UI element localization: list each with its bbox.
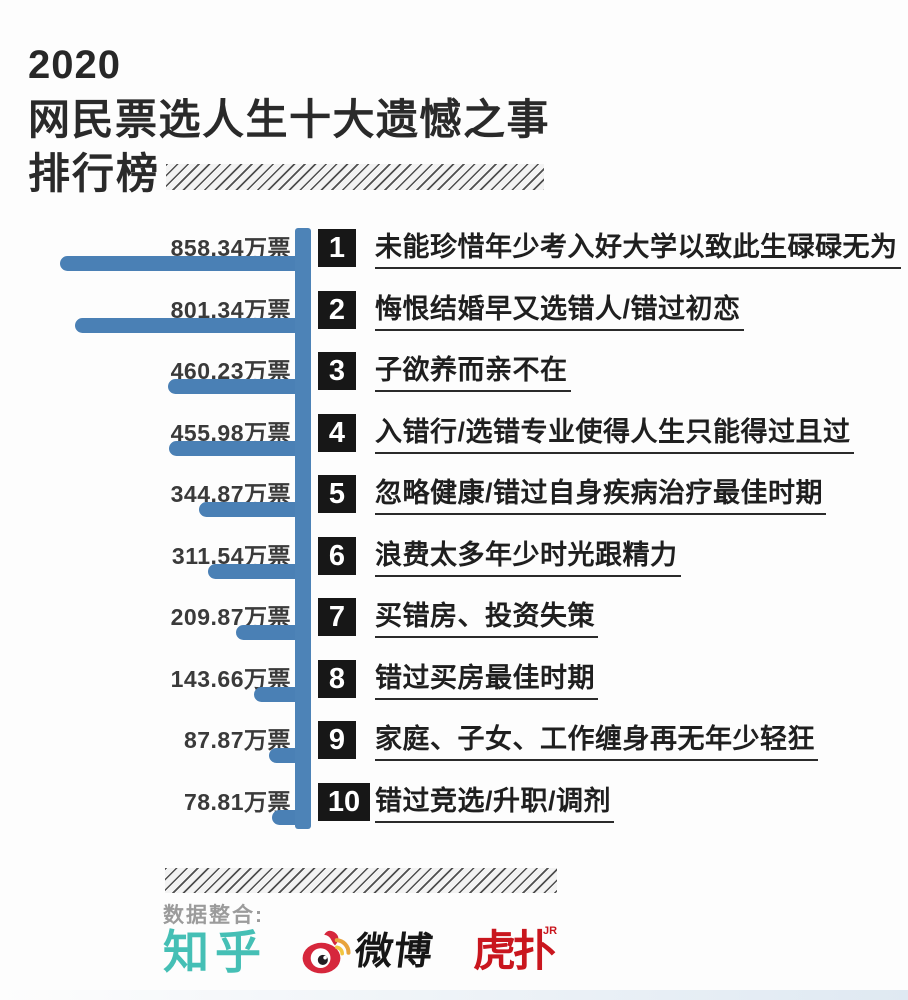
chart-row: 311.54万票 6 浪费太多年少时光跟精力: [0, 536, 908, 599]
item-label: 浪费太多年少时光跟精力: [375, 538, 681, 577]
header: 2020 网民票选人生十大遗憾之事 排行榜: [28, 45, 550, 195]
subtitle-row: 排行榜: [28, 153, 550, 195]
source-label: 数据整合:: [163, 904, 264, 927]
vote-bar: [60, 256, 303, 271]
hupu-wordmark: 虎扑: [473, 927, 556, 976]
chart-row: 460.23万票 3 子欲养而亲不在: [0, 352, 908, 414]
item-label-wrap: 未能珍惜年少考入好大学以致此生碌碌无为: [375, 230, 901, 269]
title-hatch-stripe: [166, 164, 545, 190]
rank-badge: 10: [318, 782, 370, 821]
item-label-wrap: 买错房、投资失策: [375, 599, 598, 638]
chart-axis-line: [295, 228, 311, 829]
vote-bar: [75, 317, 303, 333]
rank-badge: 3: [318, 352, 356, 390]
rank-badge: 8: [318, 659, 356, 698]
item-label: 未能珍惜年少考入好大学以致此生碌碌无为: [375, 230, 901, 269]
item-label-wrap: 错过竞选/升职/调剂: [375, 784, 615, 823]
chart-row: 143.66万票 8 错过买房最佳时期: [0, 659, 908, 722]
weibo-logo: 微博: [299, 923, 436, 982]
chart-row: 209.87万票 7 买错房、投资失策: [0, 598, 908, 660]
page-title: 网民票选人生十大遗憾之事: [28, 96, 551, 143]
vote-count-label: 143.66万票: [170, 665, 291, 692]
item-label: 买错房、投资失策: [375, 599, 598, 638]
item-label: 忽略健康/错过自身疾病治疗最佳时期: [375, 476, 827, 515]
item-label-wrap: 子欲养而亲不在: [375, 353, 571, 392]
chart-row: 455.98万票 4 入错行/选错专业使得人生只能得过且过: [0, 413, 908, 476]
hupu-logo: 虎扑 JR: [473, 925, 557, 976]
item-label: 错过竞选/升职/调剂: [375, 784, 615, 823]
zhihu-logo: 知乎: [163, 926, 267, 978]
vote-count-label: 87.87万票: [183, 727, 291, 753]
rank-badge: 2: [318, 290, 356, 329]
vote-count-label: 78.81万票: [183, 788, 291, 815]
vote-bar: [236, 625, 303, 640]
weibo-wordmark: 微博: [352, 931, 436, 973]
chart-row: 87.87万票 9 家庭、子女、工作缠身再无年少轻狂: [0, 721, 908, 783]
bottom-scan-tint: [0, 990, 908, 1000]
vote-bar: [254, 686, 303, 702]
item-label-wrap: 错过买房最佳时期: [375, 661, 598, 700]
weibo-eye-icon: [299, 923, 353, 982]
rank-badge: 6: [318, 536, 356, 575]
rank-badge: 1: [318, 229, 356, 267]
rank-badge: 5: [318, 475, 356, 513]
hupu-jr-badge: JR: [542, 924, 558, 937]
vote-bar: [208, 563, 303, 579]
item-label-wrap: 家庭、子女、工作缠身再无年少轻狂: [375, 722, 818, 761]
source-logos-row: 知乎 微博 虎扑 JR: [163, 925, 557, 978]
chart-row: 78.81万票 10 错过竞选/升职/调剂: [0, 782, 908, 845]
rank-badge: 7: [318, 598, 356, 636]
vote-bar: [169, 440, 303, 456]
title-year: 2020: [28, 43, 121, 87]
page-subtitle: 排行榜: [28, 150, 161, 197]
rank-badge: 9: [318, 721, 356, 759]
item-label-wrap: 悔恨结婚早又选错人/错过初恋: [375, 292, 744, 331]
item-label: 悔恨结婚早又选错人/错过初恋: [375, 292, 744, 331]
footer-hatch-stripe: [165, 868, 557, 893]
item-label-wrap: 浪费太多年少时光跟精力: [375, 538, 681, 577]
chart-row: 801.34万票 2 悔恨结婚早又选错人/错过初恋: [0, 290, 908, 353]
item-label-wrap: 入错行/选错专业使得人生只能得过且过: [375, 415, 854, 454]
vote-bar: [269, 748, 303, 763]
item-label: 家庭、子女、工作缠身再无年少轻狂: [375, 722, 818, 761]
rank-badge: 4: [318, 413, 356, 452]
chart-row: 344.87万票 5 忽略健康/错过自身疾病治疗最佳时期: [0, 475, 908, 537]
item-label: 子欲养而亲不在: [375, 353, 571, 392]
item-label: 错过买房最佳时期: [375, 661, 598, 700]
bar-chart: 858.34万票 1 未能珍惜年少考入好大学以致此生碌碌无为 801.34万票 …: [0, 228, 908, 845]
vote-bar: [168, 379, 303, 394]
chart-row: 858.34万票 1 未能珍惜年少考入好大学以致此生碌碌无为: [0, 229, 908, 291]
item-label: 入错行/选错专业使得人生只能得过且过: [375, 415, 854, 454]
item-label-wrap: 忽略健康/错过自身疾病治疗最佳时期: [375, 476, 827, 515]
vote-bar: [199, 502, 303, 517]
